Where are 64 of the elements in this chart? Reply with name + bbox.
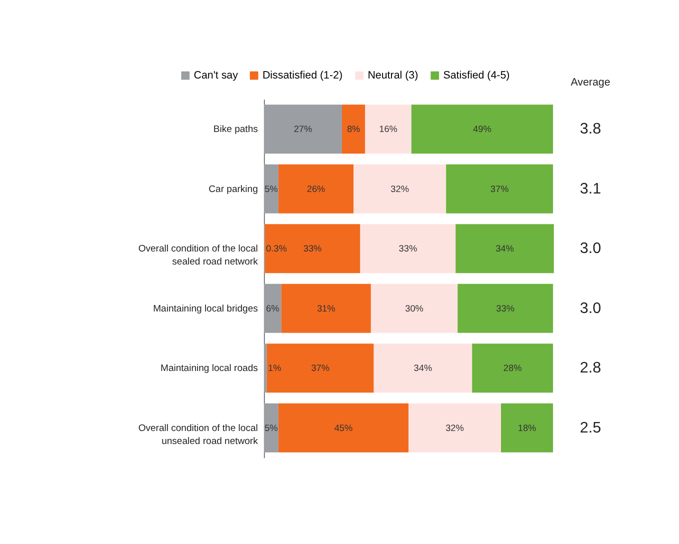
text: 2.8 — [580, 360, 602, 377]
data-label: 34% — [414, 363, 432, 374]
data-label: 32% — [446, 422, 464, 433]
bar — [264, 403, 278, 452]
data-label: 26% — [306, 184, 326, 194]
bar — [472, 344, 554, 393]
bar — [446, 164, 554, 214]
bar — [278, 403, 408, 452]
data-label: 45% — [334, 422, 353, 433]
bar — [264, 344, 267, 393]
bar — [365, 104, 412, 154]
data-label: 37% — [490, 184, 509, 194]
text: 3.0 — [580, 240, 602, 258]
data-label: 16% — [379, 124, 398, 134]
bar — [354, 164, 446, 214]
text: 2.5 — [580, 419, 602, 436]
data-label: 5% — [264, 184, 278, 194]
bar — [281, 284, 371, 333]
data-label: 33% — [303, 244, 322, 254]
bar — [374, 344, 472, 393]
data-label: 32% — [390, 184, 409, 194]
data-label: 5% — [264, 422, 278, 433]
bar — [278, 164, 354, 214]
data-label: 1% — [268, 363, 282, 374]
bar — [408, 403, 501, 452]
bar — [456, 224, 554, 274]
text: 3.8 — [580, 120, 602, 138]
data-label: 28% — [503, 363, 522, 374]
bar — [342, 104, 366, 154]
text: Average — [570, 76, 610, 88]
data-label: 30% — [405, 303, 424, 314]
bar — [360, 224, 456, 274]
data-label: 49% — [473, 124, 492, 134]
data-label: 31% — [316, 303, 336, 314]
legend-label: Dissatisfied (1-2) — [262, 70, 343, 82]
bar — [264, 284, 282, 333]
text: 3.0 — [580, 300, 602, 317]
text: 3.1 — [580, 180, 602, 198]
legend-label: Satisfied (4-5) — [443, 70, 510, 82]
bar — [458, 284, 554, 333]
bar — [500, 403, 554, 452]
bar — [411, 104, 554, 154]
y-tick-label: Overall condition of the local sealed road network — [138, 244, 258, 268]
data-label: 8% — [346, 124, 360, 134]
data-label: 0.3% — [266, 244, 287, 254]
legend-label: Can't say — [194, 70, 239, 82]
y-tick-label: Maintaining local roads — [160, 363, 258, 374]
bar — [264, 104, 342, 154]
data-label: 34% — [496, 244, 514, 254]
data-label: 33% — [496, 303, 514, 314]
bar — [264, 224, 360, 274]
bar — [266, 344, 374, 393]
y-tick-label: Maintaining local bridges — [153, 303, 258, 314]
bar — [370, 284, 458, 333]
legend-label: Neutral (3) — [368, 70, 418, 82]
y-tick-label: Overall condition of the local unsealed road network — [138, 422, 258, 447]
data-label: 18% — [518, 422, 536, 433]
data-label: 27% — [294, 124, 312, 134]
bar — [264, 164, 278, 214]
data-label: 33% — [398, 244, 418, 254]
data-label: 6% — [266, 303, 280, 314]
data-label: 37% — [311, 363, 330, 374]
y-tick-label: Car parking — [208, 184, 258, 195]
y-tick-label: Bike paths — [213, 124, 258, 136]
